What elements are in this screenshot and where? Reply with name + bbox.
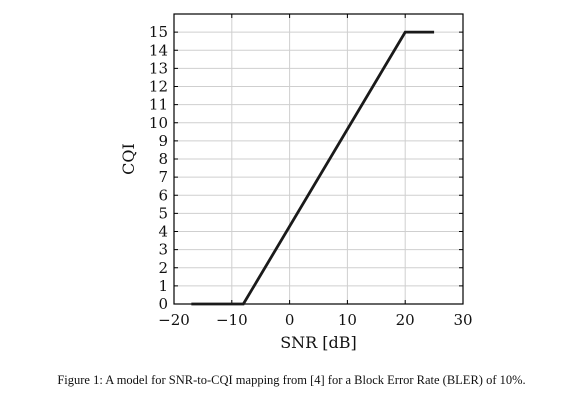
grid bbox=[174, 14, 463, 304]
y-tick-label: 8 bbox=[158, 150, 168, 168]
y-tick-label: 0 bbox=[158, 295, 168, 313]
y-tick-label: 11 bbox=[149, 96, 168, 114]
y-tick-label: 14 bbox=[149, 41, 168, 59]
x-tick-label: −20 bbox=[158, 311, 190, 329]
y-tick-label: 4 bbox=[158, 223, 168, 241]
x-tick-label: 10 bbox=[338, 311, 357, 329]
y-tick-label: 6 bbox=[158, 186, 168, 204]
y-tick-label: 15 bbox=[149, 23, 168, 41]
y-axis-title: CQI bbox=[119, 143, 138, 175]
x-tick-label: 0 bbox=[285, 311, 295, 329]
figure-caption: Figure 1: A model for SNR-to-CQI mapping… bbox=[57, 373, 526, 387]
y-tick-label: 7 bbox=[158, 168, 168, 186]
ticks bbox=[173, 14, 464, 305]
y-tick-label: 5 bbox=[158, 204, 168, 222]
y-tick-label: 3 bbox=[158, 241, 168, 259]
y-tick-label: 10 bbox=[149, 114, 168, 132]
x-tick-label: −10 bbox=[216, 311, 248, 329]
series bbox=[191, 30, 435, 306]
y-tick-label: 9 bbox=[158, 132, 168, 150]
y-tick-label: 12 bbox=[149, 78, 168, 96]
series-line bbox=[191, 30, 435, 306]
y-tick-label: 13 bbox=[149, 59, 168, 77]
x-tick-label: 30 bbox=[453, 311, 472, 329]
y-tick-label: 2 bbox=[158, 259, 168, 277]
y-tick-label: 1 bbox=[158, 277, 168, 295]
x-tick-label: 20 bbox=[396, 311, 415, 329]
x-axis-title: SNR [dB] bbox=[280, 333, 357, 352]
